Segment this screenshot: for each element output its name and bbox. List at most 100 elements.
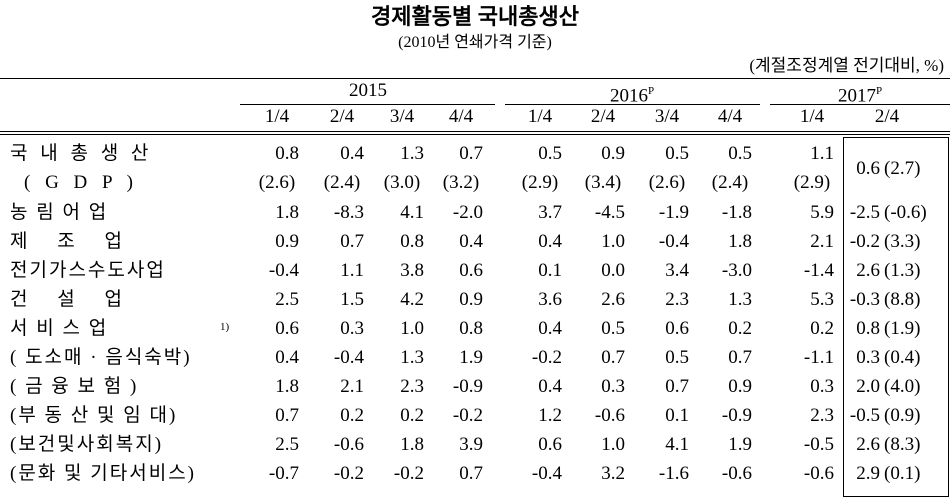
- cell: 0.4: [538, 231, 562, 252]
- cell: -1.4: [803, 260, 834, 281]
- cell: 0.8: [856, 318, 880, 339]
- cell: 2.3: [810, 405, 834, 426]
- cell: -0.2: [849, 231, 880, 252]
- quarter-header: 4/4: [448, 106, 474, 127]
- cell: -4.5: [594, 202, 625, 223]
- cell: 1.3: [400, 143, 424, 164]
- cell: -0.6: [803, 463, 834, 484]
- cell: 0.6: [275, 318, 299, 339]
- cell: 0.6: [665, 318, 689, 339]
- row-label: 국 내 총 생 산: [10, 143, 153, 164]
- cell: 1.8: [400, 434, 424, 455]
- cell: (1.9): [884, 318, 921, 339]
- cell: 0.5: [728, 143, 752, 164]
- cell: 2.5: [275, 434, 299, 455]
- cell: -1.8: [721, 202, 752, 223]
- cell: 3.8: [400, 260, 424, 281]
- cell: (0.1): [884, 463, 921, 484]
- cell: -0.4: [333, 347, 364, 368]
- cell: 2.6: [601, 289, 625, 310]
- cell: 1.1: [810, 143, 834, 164]
- row-label: 서 비 스 업: [10, 318, 109, 339]
- cell: 0.8: [275, 143, 299, 164]
- cell: 0.7: [728, 347, 752, 368]
- highlight-box: [843, 137, 949, 497]
- quarter-header: 1/4: [799, 106, 825, 127]
- cell: -0.6: [333, 434, 364, 455]
- cell: 4.1: [665, 434, 689, 455]
- rule: [505, 104, 760, 105]
- cell: (2.7): [884, 158, 921, 179]
- rule: [770, 104, 950, 105]
- year: 2015: [349, 80, 387, 101]
- cell: 1.8: [275, 376, 299, 397]
- cell: 1.8: [275, 202, 299, 223]
- cell: 3.9: [459, 434, 483, 455]
- cell: 0.4: [538, 376, 562, 397]
- cell: 0.6: [459, 260, 483, 281]
- cell: 0.7: [340, 231, 364, 252]
- cell: -8.3: [333, 202, 364, 223]
- cell: (8.8): [884, 289, 921, 310]
- cell: -1.9: [658, 202, 689, 223]
- quarter-header: 3/4: [654, 106, 680, 127]
- cell: -0.2: [531, 347, 562, 368]
- cell: 0.3: [601, 376, 625, 397]
- cell: -0.4: [268, 260, 299, 281]
- rule: [240, 104, 495, 105]
- row-label: 농 림 어 업: [10, 202, 109, 223]
- cell: (0.9): [884, 405, 921, 426]
- cell: (2.4): [711, 172, 749, 193]
- cell: (2.9): [521, 172, 559, 193]
- cell: (2.4): [323, 172, 361, 193]
- row-label: (문화 및 기타서비스): [10, 463, 196, 484]
- cell: 2.1: [810, 231, 834, 252]
- cell: (0.4): [884, 347, 921, 368]
- cell: 0.3: [340, 318, 364, 339]
- cell: (2.6): [648, 172, 686, 193]
- cell: 0.1: [665, 405, 689, 426]
- cell: 0.8: [459, 318, 483, 339]
- cell: 5.9: [810, 202, 834, 223]
- cell: 1.3: [728, 289, 752, 310]
- row-label-sup: 1): [220, 316, 229, 343]
- row-label: 전기가스수도사업: [10, 260, 166, 281]
- cell: -0.2: [452, 405, 483, 426]
- row-label: (보건및사회복지): [10, 434, 164, 455]
- cell: 3.2: [601, 463, 625, 484]
- cell: 4.2: [400, 289, 424, 310]
- cell: 0.4: [340, 143, 364, 164]
- cell: 1.3: [400, 347, 424, 368]
- cell: -2.0: [452, 202, 483, 223]
- cell: 0.9: [459, 289, 483, 310]
- year: 2017: [837, 85, 876, 107]
- cell: 0.5: [601, 318, 625, 339]
- cell: 0.5: [665, 347, 689, 368]
- cell: -2.5: [849, 202, 880, 223]
- subtitle: (2010년 연쇄가격 기준): [398, 34, 552, 51]
- cell: 3.4: [665, 260, 689, 281]
- row-label: (부 동 산 및 임 대): [10, 405, 178, 426]
- row-label: ( G D P ): [24, 172, 138, 193]
- row-label: ( 금 융 보 험 ): [10, 376, 139, 397]
- cell: 0.4: [459, 231, 483, 252]
- cell: (2.9): [793, 172, 831, 193]
- cell: 2.6: [856, 434, 880, 455]
- cell: 0.4: [275, 347, 299, 368]
- superscript: P: [875, 85, 883, 97]
- cell: -0.4: [531, 463, 562, 484]
- quarter-header: 1/4: [264, 106, 290, 127]
- cell: 0.9: [728, 376, 752, 397]
- cell: 2.3: [665, 289, 689, 310]
- cell: -0.5: [803, 434, 834, 455]
- cell: 0.5: [538, 143, 562, 164]
- cell: 0.3: [810, 376, 834, 397]
- quarter-header: 2/4: [590, 106, 616, 127]
- cell: -0.2: [333, 463, 364, 484]
- cell: 1.0: [601, 434, 625, 455]
- cell: 1.1: [340, 260, 364, 281]
- cell: 2.1: [340, 376, 364, 397]
- cell: (3.3): [884, 231, 921, 252]
- cell: -0.5: [849, 405, 880, 426]
